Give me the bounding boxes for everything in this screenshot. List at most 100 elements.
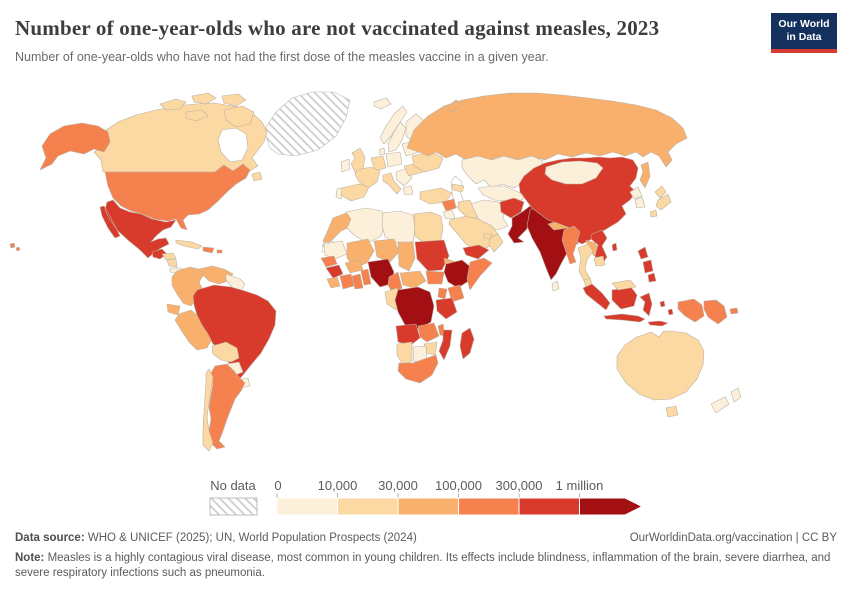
- region-south-korea[interactable]: [634, 196, 646, 209]
- region-portugal[interactable]: [335, 187, 343, 200]
- legend-bin-0[interactable]: [276, 497, 338, 516]
- region-argentina[interactable]: [208, 363, 246, 450]
- region-cambodia[interactable]: [593, 255, 606, 267]
- region-namibia[interactable]: [396, 341, 413, 366]
- world-choropleth-map: No data 0 10,000 30,000 100,000 300,000 …: [9, 91, 742, 516]
- region-jordan-israel[interactable]: [442, 209, 456, 220]
- legend-bin-1[interactable]: [337, 497, 399, 516]
- region-sudan[interactable]: [414, 239, 450, 272]
- legend-bin-2[interactable]: [397, 497, 459, 516]
- region-north-korea[interactable]: [629, 186, 643, 200]
- region-china[interactable]: [518, 156, 639, 245]
- region-mozambique[interactable]: [438, 329, 453, 361]
- region-greece[interactable]: [402, 185, 414, 196]
- region-ethiopia[interactable]: [443, 259, 473, 289]
- region-france[interactable]: [354, 166, 381, 189]
- region-south-sudan[interactable]: [425, 270, 445, 285]
- region-iraq[interactable]: [457, 199, 479, 219]
- region-australia[interactable]: [616, 330, 705, 418]
- legend-tick-3: 100,000: [435, 478, 482, 493]
- legend-tick-1: 10,000: [318, 478, 358, 493]
- region-canada-arctic-islands[interactable]: [159, 92, 263, 182]
- region-guinea[interactable]: [325, 264, 344, 279]
- region-libya[interactable]: [381, 210, 416, 244]
- region-syria[interactable]: [441, 198, 457, 212]
- note-label: Note:: [15, 552, 45, 564]
- region-chile[interactable]: [202, 368, 214, 452]
- region-hispaniola[interactable]: [202, 246, 223, 254]
- region-mongolia[interactable]: [544, 160, 604, 185]
- region-uganda[interactable]: [437, 287, 448, 300]
- region-dr-congo[interactable]: [394, 286, 435, 330]
- region-angola[interactable]: [395, 323, 421, 346]
- region-new-zealand[interactable]: [710, 387, 742, 414]
- region-nicaragua[interactable]: [166, 258, 178, 268]
- region-ghana[interactable]: [351, 273, 364, 290]
- region-denmark[interactable]: [378, 147, 386, 156]
- region-caucasus[interactable]: [451, 183, 465, 193]
- region-sri-lanka[interactable]: [551, 280, 560, 292]
- region-somalia[interactable]: [466, 257, 493, 291]
- region-spain[interactable]: [340, 183, 370, 202]
- region-tanzania[interactable]: [435, 297, 458, 320]
- legend-bin-3[interactable]: [458, 497, 520, 516]
- region-algeria[interactable]: [345, 207, 386, 244]
- region-germany[interactable]: [370, 155, 387, 172]
- region-chad[interactable]: [397, 241, 416, 272]
- region-ireland[interactable]: [340, 158, 351, 173]
- legend-bin-5[interactable]: [579, 497, 644, 516]
- region-philippines[interactable]: [637, 246, 657, 283]
- region-indonesia[interactable]: [582, 283, 674, 327]
- region-burkina-faso[interactable]: [344, 259, 364, 274]
- region-peru[interactable]: [174, 309, 213, 351]
- map-regions: [9, 91, 742, 452]
- region-honduras[interactable]: [161, 252, 177, 261]
- region-iceland[interactable]: [373, 97, 392, 110]
- data-source-line: Data source: WHO & UNICEF (2025); UN, Wo…: [15, 531, 417, 546]
- region-thailand[interactable]: [577, 243, 594, 282]
- legend-ticks: [276, 493, 580, 498]
- region-sweden[interactable]: [387, 121, 407, 153]
- region-mauritania[interactable]: [323, 240, 348, 260]
- region-yemen[interactable]: [462, 244, 490, 260]
- chart-footer: Data source: WHO & UNICEF (2025); UN, Wo…: [15, 531, 837, 581]
- region-south-africa[interactable]: [397, 354, 439, 384]
- region-mali[interactable]: [346, 238, 375, 269]
- region-uae[interactable]: [483, 233, 493, 240]
- legend-bin-4[interactable]: [518, 497, 580, 516]
- region-senegal[interactable]: [320, 255, 338, 268]
- region-mexico[interactable]: [99, 199, 177, 259]
- region-poland[interactable]: [385, 151, 403, 168]
- region-alaska[interactable]: [39, 122, 111, 171]
- region-cuba[interactable]: [175, 239, 203, 250]
- region-oman[interactable]: [488, 233, 504, 253]
- region-egypt[interactable]: [413, 211, 444, 244]
- owid-cc-by-link[interactable]: OurWorldinData.org/vaccination | CC BY: [629, 532, 837, 544]
- region-central-african-republic[interactable]: [399, 270, 427, 289]
- region-norway[interactable]: [379, 105, 408, 145]
- region-madagascar[interactable]: [459, 327, 475, 360]
- region-russia[interactable]: [406, 92, 688, 189]
- map-legend: No data 0 10,000 30,000 100,000 300,000 …: [209, 478, 644, 516]
- region-hawaii[interactable]: [9, 242, 21, 252]
- region-japan[interactable]: [649, 185, 672, 218]
- legend-no-data-swatch[interactable]: [209, 497, 258, 516]
- region-sierra-leone-liberia[interactable]: [326, 276, 341, 289]
- region-indonesia-papua[interactable]: [677, 298, 705, 323]
- region-niger[interactable]: [373, 238, 400, 263]
- region-greenland[interactable]: [263, 91, 351, 157]
- region-ecuador[interactable]: [166, 303, 181, 316]
- region-papua-new-guinea[interactable]: [703, 299, 739, 325]
- region-italy[interactable]: [382, 172, 402, 195]
- region-taiwan[interactable]: [611, 242, 618, 252]
- region-afghanistan[interactable]: [499, 197, 525, 219]
- region-benin-togo[interactable]: [360, 268, 372, 286]
- owid-logo[interactable]: Our World in Data: [771, 13, 837, 53]
- region-myanmar[interactable]: [561, 225, 581, 265]
- legend-tick-4: 300,000: [496, 478, 543, 493]
- legend-tick-5: 1 million: [556, 478, 604, 493]
- region-bolivia[interactable]: [211, 341, 240, 363]
- region-zambia[interactable]: [417, 322, 440, 343]
- region-usa[interactable]: [104, 163, 251, 231]
- region-malaysia-borneo[interactable]: [611, 279, 637, 291]
